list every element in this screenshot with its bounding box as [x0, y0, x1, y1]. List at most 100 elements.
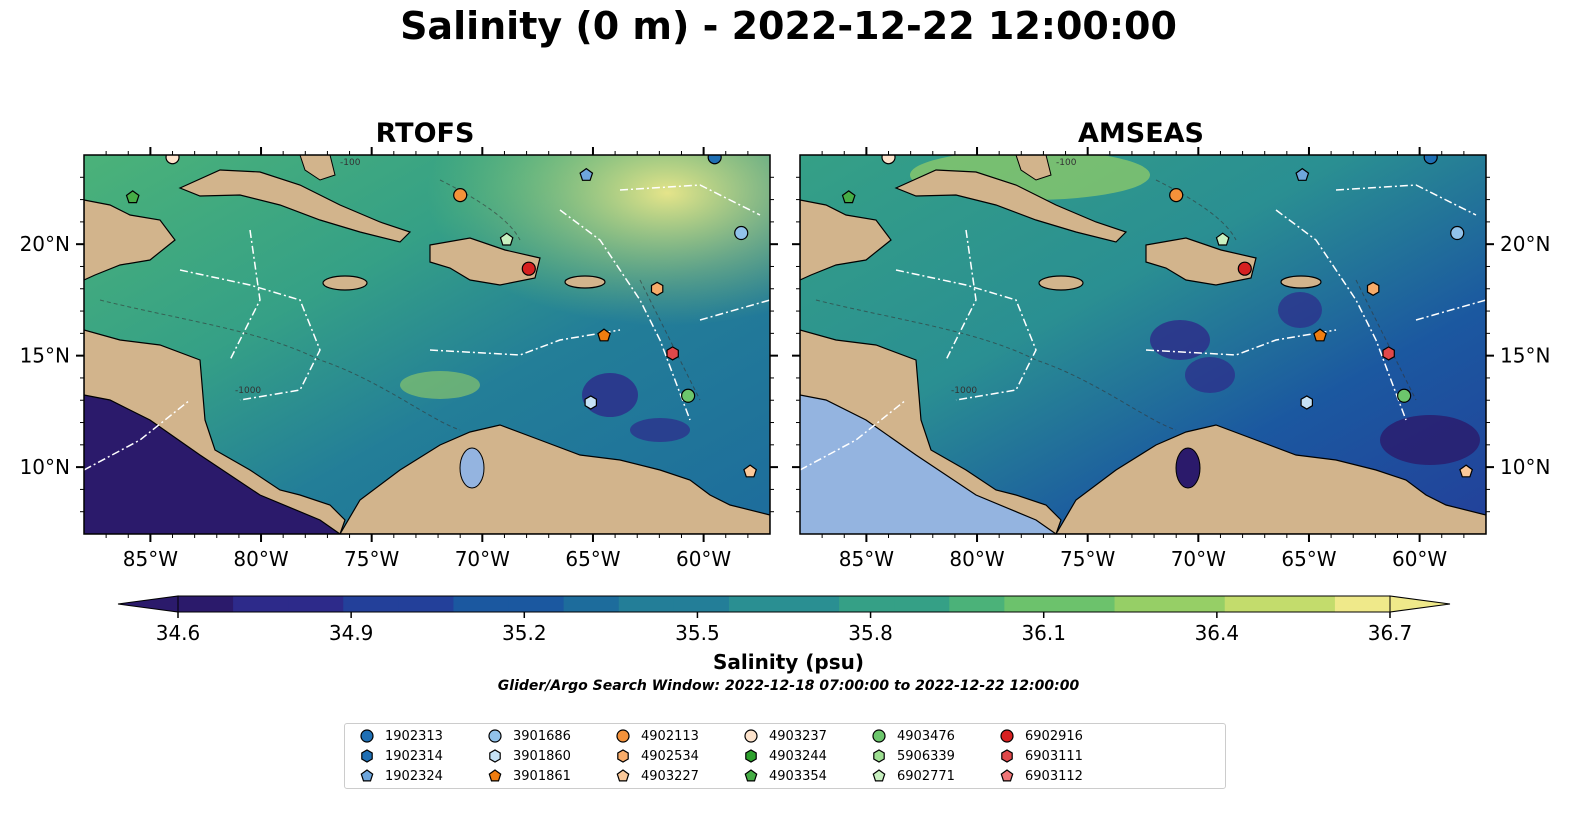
colorbar-tick-label: 35.5	[675, 621, 720, 645]
contour-label-100: -100	[340, 158, 361, 168]
x-tick-label: 80°W	[949, 547, 1004, 571]
legend-marker-1902324	[360, 769, 374, 782]
x-tick-label: 70°W	[1171, 547, 1226, 571]
float-marker-3901860	[584, 395, 598, 410]
x-tick-label: 75°W	[1060, 547, 1115, 571]
contour-label-1000-amseas: -1000	[951, 386, 977, 396]
colorbar-title: Salinity (psu)	[712, 650, 864, 674]
legend-label: 3901861	[513, 768, 571, 784]
float-marker-4903354	[841, 190, 856, 204]
legend-item: 6902916	[999, 726, 1083, 746]
float-marker-6902916	[521, 261, 536, 276]
legend-marker-4902113	[616, 729, 630, 743]
float-marker-4902534	[650, 281, 664, 296]
legend-marker-4903244	[745, 749, 757, 763]
legend-marker-3901860	[489, 749, 501, 763]
colorbar-tick-label: 36.1	[1021, 621, 1066, 645]
legend-marker-6903112	[1000, 769, 1014, 782]
y-tick-label-right: 15°N	[1500, 344, 1550, 368]
legend-label: 1902314	[385, 748, 443, 764]
y-tick-label-right: 10°N	[1500, 455, 1550, 479]
map-frame-rtofs	[83, 154, 771, 535]
x-tick-label: 65°W	[565, 547, 620, 571]
legend-marker-4902534	[617, 749, 629, 763]
legend-label: 4903244	[769, 748, 827, 764]
float-marker-4903354	[125, 190, 140, 204]
legend-item: 3901686	[487, 726, 571, 746]
float-marker-6903111	[1382, 346, 1395, 361]
legend-label: 4903354	[769, 768, 827, 784]
map-amseas: -100 -1000	[800, 155, 1486, 534]
float-marker-4902534	[1366, 281, 1380, 296]
legend-label: 4902534	[641, 748, 699, 764]
float-marker-6902771	[499, 232, 514, 246]
colorbar-tick-label: 34.6	[156, 621, 201, 645]
float-marker-1902313	[707, 155, 722, 165]
legend-label: 4903237	[769, 728, 827, 744]
legend-item: 4902534	[615, 746, 699, 766]
legend-item: 4902113	[615, 726, 699, 746]
contour-label-1000: -1000	[235, 386, 261, 396]
y-tick-label-left: 15°N	[20, 344, 70, 368]
legend-item: 6903112	[999, 766, 1083, 786]
colorbar-tick-label: 35.2	[502, 621, 547, 645]
legend-label: 4903227	[641, 768, 699, 784]
float-marker-3901686	[734, 225, 749, 241]
float-marker-4903476	[1397, 388, 1412, 403]
x-tick-label: 65°W	[1281, 547, 1336, 571]
legend-label: 4902113	[641, 728, 699, 744]
legend-label: 1902324	[385, 768, 443, 784]
legend-label: 6903112	[1025, 768, 1083, 784]
colorbar-tick-label: 35.8	[848, 621, 893, 645]
legend-item: 3901860	[487, 746, 571, 766]
y-tick-label-right: 20°N	[1500, 232, 1550, 256]
y-tick-label-left: 20°N	[20, 232, 70, 256]
float-marker-1902313	[1423, 155, 1438, 165]
x-tick-label: 75°W	[344, 547, 399, 571]
legend-marker-4903227	[616, 769, 630, 782]
legend-marker-5906339	[873, 749, 885, 763]
x-tick-label: 80°W	[233, 547, 288, 571]
legend-item: 4903244	[743, 746, 827, 766]
x-tick-label: 60°W	[676, 547, 731, 571]
float-marker-4903237	[165, 155, 180, 165]
float-marker-6903111	[666, 346, 679, 361]
search-window-note: Glider/Argo Search Window: 2022-12-18 07…	[497, 678, 1080, 694]
float-legend: 1902313 1902314 1902324 3901686 3901860 39018…	[344, 723, 1226, 789]
legend-item: 4903354	[743, 766, 827, 786]
legend-label: 6902771	[897, 768, 955, 784]
legend-marker-3901861	[488, 769, 502, 782]
colorbar: 34.6 34.9 35.2 35.5 35.8 36.1 36.4 36.7	[117, 595, 1451, 645]
legend-marker-1902313	[360, 729, 374, 743]
legend-marker-6902916	[1000, 729, 1014, 743]
float-marker-1902324	[1295, 167, 1310, 181]
x-tick-label: 85°W	[839, 547, 894, 571]
legend-marker-1902314	[361, 749, 373, 763]
map-rtofs: -100 -1000	[84, 155, 770, 534]
float-marker-4903227	[743, 464, 758, 478]
colorbar-tick-label: 34.9	[329, 621, 374, 645]
legend-marker-4903354	[744, 769, 758, 782]
legend-label: 6903111	[1025, 748, 1083, 764]
legend-item: 3901861	[487, 766, 571, 786]
float-marker-4902113	[1169, 188, 1184, 203]
float-marker-4903227	[1459, 464, 1474, 478]
legend-item: 1902324	[359, 766, 443, 786]
legend-item: 4903476	[871, 726, 955, 746]
legend-item: 5906339	[871, 746, 955, 766]
float-marker-6902771	[1215, 232, 1230, 246]
float-marker-3901861	[597, 328, 611, 342]
legend-marker-4903476	[872, 729, 886, 743]
legend-marker-6902771	[872, 769, 886, 782]
legend-item: 1902314	[359, 746, 443, 766]
float-marker-1902324	[579, 167, 594, 181]
colorbar-tick-label: 36.7	[1368, 621, 1413, 645]
contour-label-100-amseas: -100	[1056, 158, 1077, 168]
legend-item: 4903227	[615, 766, 699, 786]
legend-label: 3901686	[513, 728, 571, 744]
float-marker-3901686	[1450, 225, 1465, 241]
legend-item: 6903111	[999, 746, 1083, 766]
panel-title-amseas: AMSEAS	[1078, 118, 1204, 149]
colorbar-tick-label: 36.4	[1195, 621, 1240, 645]
